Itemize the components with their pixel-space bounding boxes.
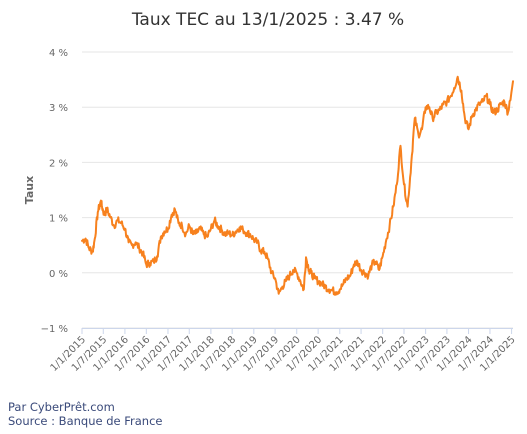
y-tick-label: 1 % — [49, 214, 68, 225]
x-axis-ticks: 1/1/20151/7/20151/1/20161/7/20161/1/2017… — [49, 328, 518, 374]
series-line — [81, 75, 514, 296]
credits: Par CyberPrêt.com Source : Banque de Fra… — [8, 400, 163, 428]
y-axis-ticks: −1 % 0 % 1 % 2 % 3 % 4 % — [41, 48, 68, 335]
credit-source: Source : Banque de France — [8, 414, 163, 428]
y-tick-label: 3 % — [49, 103, 68, 114]
y-tick-label: 2 % — [49, 158, 68, 169]
y-tick-label: −1 % — [41, 324, 68, 335]
y-tick-label: 0 % — [49, 269, 68, 280]
credit-author: Par CyberPrêt.com — [8, 400, 115, 414]
chart-title: Taux TEC au 13/1/2025 : 3.47 % — [131, 10, 404, 30]
y-axis-label: Taux — [23, 176, 36, 204]
y-tick-label: 4 % — [49, 48, 68, 59]
grid-lines — [82, 51, 513, 329]
